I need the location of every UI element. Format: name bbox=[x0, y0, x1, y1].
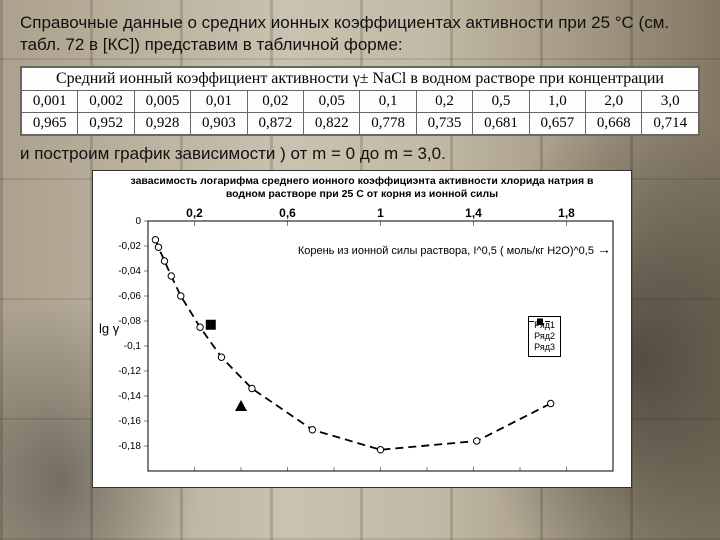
conc-cell: 0,05 bbox=[304, 91, 360, 113]
gamma-cell: 0,657 bbox=[529, 113, 585, 135]
gamma-cell: 0,965 bbox=[22, 113, 78, 135]
gamma-cell: 0,872 bbox=[247, 113, 303, 135]
svg-text:1,4: 1,4 bbox=[465, 206, 482, 220]
gamma-cell: 0,714 bbox=[642, 113, 699, 135]
svg-text:-0,18: -0,18 bbox=[118, 441, 141, 452]
svg-text:0,6: 0,6 bbox=[279, 206, 296, 220]
conc-cell: 0,1 bbox=[360, 91, 416, 113]
conc-cell: 0,5 bbox=[473, 91, 529, 113]
gamma-cell: 0,822 bbox=[304, 113, 360, 135]
conc-cell: 0,002 bbox=[78, 91, 134, 113]
svg-text:-0,14: -0,14 bbox=[118, 391, 141, 402]
svg-text:-0,04: -0,04 bbox=[118, 266, 141, 277]
mid-text: и построим график зависимости ) от m = 0… bbox=[20, 144, 700, 164]
chart: завасимость логарифма среднего ионного к… bbox=[92, 170, 632, 488]
svg-text:1: 1 bbox=[377, 206, 384, 220]
conc-cell: 0,02 bbox=[247, 91, 303, 113]
svg-text:-0,02: -0,02 bbox=[118, 241, 141, 252]
gamma-cell: 0,668 bbox=[586, 113, 642, 135]
intro-text: Справочные данные о средних ионных коэфф… bbox=[20, 12, 700, 56]
conc-cell: 2,0 bbox=[586, 91, 642, 113]
svg-text:-0,08: -0,08 bbox=[118, 316, 141, 327]
table-header: Средний ионный коэффициент активности γ±… bbox=[22, 68, 699, 91]
gamma-cell: 0,903 bbox=[191, 113, 247, 135]
gamma-cell: 0,735 bbox=[416, 113, 472, 135]
conc-cell: 1,0 bbox=[529, 91, 585, 113]
gamma-cell: 0,778 bbox=[360, 113, 416, 135]
svg-text:-0,16: -0,16 bbox=[118, 416, 141, 427]
svg-text:0: 0 bbox=[135, 216, 141, 227]
gamma-cell: 0,952 bbox=[78, 113, 134, 135]
svg-text:1,8: 1,8 bbox=[558, 206, 575, 220]
activity-table: Средний ионный коэффициент активности γ±… bbox=[20, 66, 700, 136]
conc-cell: 0,01 bbox=[191, 91, 247, 113]
plot-svg: 0 -0,02 -0,04 -0,06 -0,08 -0,1 -0,12 -0,14 -0,16… bbox=[93, 171, 631, 487]
svg-text:-0,1: -0,1 bbox=[124, 341, 142, 352]
conc-cell: 0,005 bbox=[134, 91, 190, 113]
gamma-cell: 0,681 bbox=[473, 113, 529, 135]
svg-text:0,2: 0,2 bbox=[186, 206, 203, 220]
conc-cell: 0,001 bbox=[22, 91, 78, 113]
conc-cell: 0,2 bbox=[416, 91, 472, 113]
svg-text:-0,06: -0,06 bbox=[118, 291, 141, 302]
conc-cell: 3,0 bbox=[642, 91, 699, 113]
svg-text:-0,12: -0,12 bbox=[118, 366, 141, 377]
gamma-cell: 0,928 bbox=[134, 113, 190, 135]
